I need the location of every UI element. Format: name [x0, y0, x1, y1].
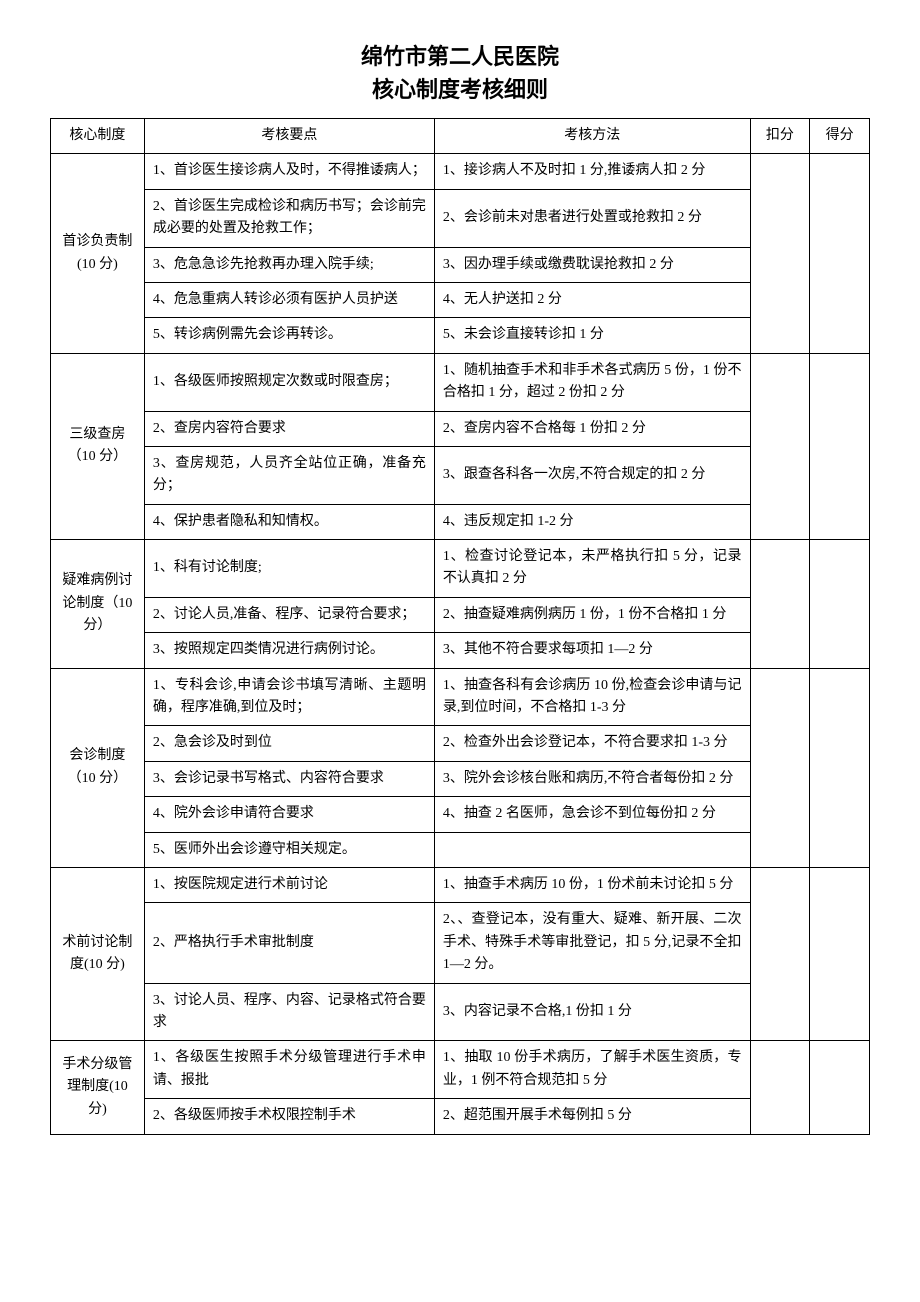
table-row: 术前讨论制度(10 分)1、按医院规定进行术前讨论1、抽查手术病历 10 份，1… [51, 867, 870, 902]
method-cell: 2、会诊前未对患者进行处置或抢救扣 2 分 [434, 189, 750, 247]
score-cell [810, 668, 870, 867]
table-row: 5、医师外出会诊遵守相关规定。 [51, 832, 870, 867]
table-row: 三级查房（10 分）1、各级医师按照规定次数或时限查房；1、随机抽查手术和非手术… [51, 353, 870, 411]
method-cell: 4、抽查 2 名医师，急会诊不到位每份扣 2 分 [434, 797, 750, 832]
table-row: 3、查房规范，人员齐全站位正确，准备充分；3、跟查各科各一次房,不符合规定的扣 … [51, 446, 870, 504]
table-row: 5、转诊病例需先会诊再转诊。5、未会诊直接转诊扣 1 分 [51, 318, 870, 353]
deduct-cell [750, 1041, 810, 1134]
deduct-cell [750, 540, 810, 669]
table-header-row: 核心制度 考核要点 考核方法 扣分 得分 [51, 119, 870, 154]
method-cell [434, 832, 750, 867]
point-cell: 2、查房内容符合要求 [144, 411, 434, 446]
document-title: 绵竹市第二人民医院 核心制度考核细则 [50, 40, 870, 106]
point-cell: 1、首诊医生接诊病人及时，不得推诿病人； [144, 154, 434, 189]
category-cell: 会诊制度（10 分） [51, 668, 145, 867]
table-row: 2、讨论人员,准备、程序、记录符合要求；2、抽查疑难病例病历 1 份，1 份不合… [51, 597, 870, 632]
deduct-cell [750, 154, 810, 353]
table-row: 2、严格执行手术审批制度2、、查登记本，没有重大、疑难、新开展、二次手术、特殊手… [51, 903, 870, 983]
point-cell: 4、院外会诊申请符合要求 [144, 797, 434, 832]
method-cell: 3、因办理手续或缴费耽误抢救扣 2 分 [434, 247, 750, 282]
score-cell [810, 540, 870, 669]
point-cell: 1、各级医师按照规定次数或时限查房； [144, 353, 434, 411]
point-cell: 1、科有讨论制度; [144, 540, 434, 598]
point-cell: 1、按医院规定进行术前讨论 [144, 867, 434, 902]
header-score: 得分 [810, 119, 870, 154]
point-cell: 2、首诊医生完成检诊和病历书写；会诊前完成必要的处置及抢救工作； [144, 189, 434, 247]
method-cell: 3、跟查各科各一次房,不符合规定的扣 2 分 [434, 446, 750, 504]
point-cell: 4、保护患者隐私和知情权。 [144, 504, 434, 539]
method-cell: 2、抽查疑难病例病历 1 份，1 份不合格扣 1 分 [434, 597, 750, 632]
point-cell: 3、查房规范，人员齐全站位正确，准备充分； [144, 446, 434, 504]
table-row: 首诊负责制(10 分)1、首诊医生接诊病人及时，不得推诿病人；1、接诊病人不及时… [51, 154, 870, 189]
point-cell: 5、转诊病例需先会诊再转诊。 [144, 318, 434, 353]
score-cell [810, 353, 870, 539]
header-points: 考核要点 [144, 119, 434, 154]
method-cell: 1、检查讨论登记本，未严格执行扣 5 分，记录不认真扣 2 分 [434, 540, 750, 598]
table-row: 3、危急急诊先抢救再办理入院手续;3、因办理手续或缴费耽误抢救扣 2 分 [51, 247, 870, 282]
method-cell: 1、抽查手术病历 10 份，1 份术前未讨论扣 5 分 [434, 867, 750, 902]
score-cell [810, 1041, 870, 1134]
deduct-cell [750, 867, 810, 1040]
table-row: 疑难病例讨论制度（10 分）1、科有讨论制度;1、检查讨论登记本，未严格执行扣 … [51, 540, 870, 598]
title-line-1: 绵竹市第二人民医院 [50, 40, 870, 73]
point-cell: 3、讨论人员、程序、内容、记录格式符合要求 [144, 983, 434, 1041]
table-row: 3、会诊记录书写格式、内容符合要求3、院外会诊核台账和病历,不符合者每份扣 2 … [51, 761, 870, 796]
method-cell: 1、随机抽查手术和非手术各式病历 5 份，1 份不合格扣 1 分，超过 2 份扣… [434, 353, 750, 411]
method-cell: 1、抽查各科有会诊病历 10 份,检查会诊申请与记录,到位时间，不合格扣 1-3… [434, 668, 750, 726]
table-row: 4、危急重病人转诊必须有医护人员护送4、无人护送扣 2 分 [51, 282, 870, 317]
category-cell: 首诊负责制(10 分) [51, 154, 145, 353]
table-row: 3、按照规定四类情况进行病例讨论。3、其他不符合要求每项扣 1—2 分 [51, 633, 870, 668]
method-cell: 5、未会诊直接转诊扣 1 分 [434, 318, 750, 353]
method-cell: 1、接诊病人不及时扣 1 分,推诿病人扣 2 分 [434, 154, 750, 189]
point-cell: 5、医师外出会诊遵守相关规定。 [144, 832, 434, 867]
point-cell: 3、会诊记录书写格式、内容符合要求 [144, 761, 434, 796]
method-cell: 2、、查登记本，没有重大、疑难、新开展、二次手术、特殊手术等审批登记，扣 5 分… [434, 903, 750, 983]
point-cell: 2、各级医师按手术权限控制手术 [144, 1099, 434, 1134]
table-row: 2、查房内容符合要求2、查房内容不合格每 1 份扣 2 分 [51, 411, 870, 446]
score-cell [810, 867, 870, 1040]
method-cell: 4、违反规定扣 1-2 分 [434, 504, 750, 539]
table-row: 手术分级管理制度(10 分)1、各级医生按照手术分级管理进行手术申请、报批1、抽… [51, 1041, 870, 1099]
method-cell: 4、无人护送扣 2 分 [434, 282, 750, 317]
assessment-table: 核心制度 考核要点 考核方法 扣分 得分 首诊负责制(10 分)1、首诊医生接诊… [50, 118, 870, 1135]
title-line-2: 核心制度考核细则 [50, 73, 870, 106]
method-cell: 3、其他不符合要求每项扣 1—2 分 [434, 633, 750, 668]
deduct-cell [750, 668, 810, 867]
table-row: 3、讨论人员、程序、内容、记录格式符合要求3、内容记录不合格,1 份扣 1 分 [51, 983, 870, 1041]
table-row: 2、首诊医生完成检诊和病历书写；会诊前完成必要的处置及抢救工作；2、会诊前未对患… [51, 189, 870, 247]
deduct-cell [750, 353, 810, 539]
table-row: 4、院外会诊申请符合要求4、抽查 2 名医师，急会诊不到位每份扣 2 分 [51, 797, 870, 832]
header-deduct: 扣分 [750, 119, 810, 154]
method-cell: 1、抽取 10 份手术病历，了解手术医生资质，专业，1 例不符合规范扣 5 分 [434, 1041, 750, 1099]
header-system: 核心制度 [51, 119, 145, 154]
point-cell: 4、危急重病人转诊必须有医护人员护送 [144, 282, 434, 317]
category-cell: 术前讨论制度(10 分) [51, 867, 145, 1040]
score-cell [810, 154, 870, 353]
header-methods: 考核方法 [434, 119, 750, 154]
point-cell: 2、讨论人员,准备、程序、记录符合要求； [144, 597, 434, 632]
method-cell: 3、院外会诊核台账和病历,不符合者每份扣 2 分 [434, 761, 750, 796]
category-cell: 手术分级管理制度(10 分) [51, 1041, 145, 1134]
category-cell: 疑难病例讨论制度（10 分） [51, 540, 145, 669]
table-row: 会诊制度（10 分）1、专科会诊,申请会诊书填写清晰、主题明确，程序准确,到位及… [51, 668, 870, 726]
point-cell: 3、危急急诊先抢救再办理入院手续; [144, 247, 434, 282]
category-cell: 三级查房（10 分） [51, 353, 145, 539]
point-cell: 1、各级医生按照手术分级管理进行手术申请、报批 [144, 1041, 434, 1099]
method-cell: 2、检查外出会诊登记本，不符合要求扣 1-3 分 [434, 726, 750, 761]
point-cell: 2、急会诊及时到位 [144, 726, 434, 761]
point-cell: 1、专科会诊,申请会诊书填写清晰、主题明确，程序准确,到位及时； [144, 668, 434, 726]
point-cell: 2、严格执行手术审批制度 [144, 903, 434, 983]
table-row: 2、急会诊及时到位2、检查外出会诊登记本，不符合要求扣 1-3 分 [51, 726, 870, 761]
table-row: 2、各级医师按手术权限控制手术2、超范围开展手术每例扣 5 分 [51, 1099, 870, 1134]
method-cell: 3、内容记录不合格,1 份扣 1 分 [434, 983, 750, 1041]
method-cell: 2、超范围开展手术每例扣 5 分 [434, 1099, 750, 1134]
table-row: 4、保护患者隐私和知情权。4、违反规定扣 1-2 分 [51, 504, 870, 539]
method-cell: 2、查房内容不合格每 1 份扣 2 分 [434, 411, 750, 446]
point-cell: 3、按照规定四类情况进行病例讨论。 [144, 633, 434, 668]
